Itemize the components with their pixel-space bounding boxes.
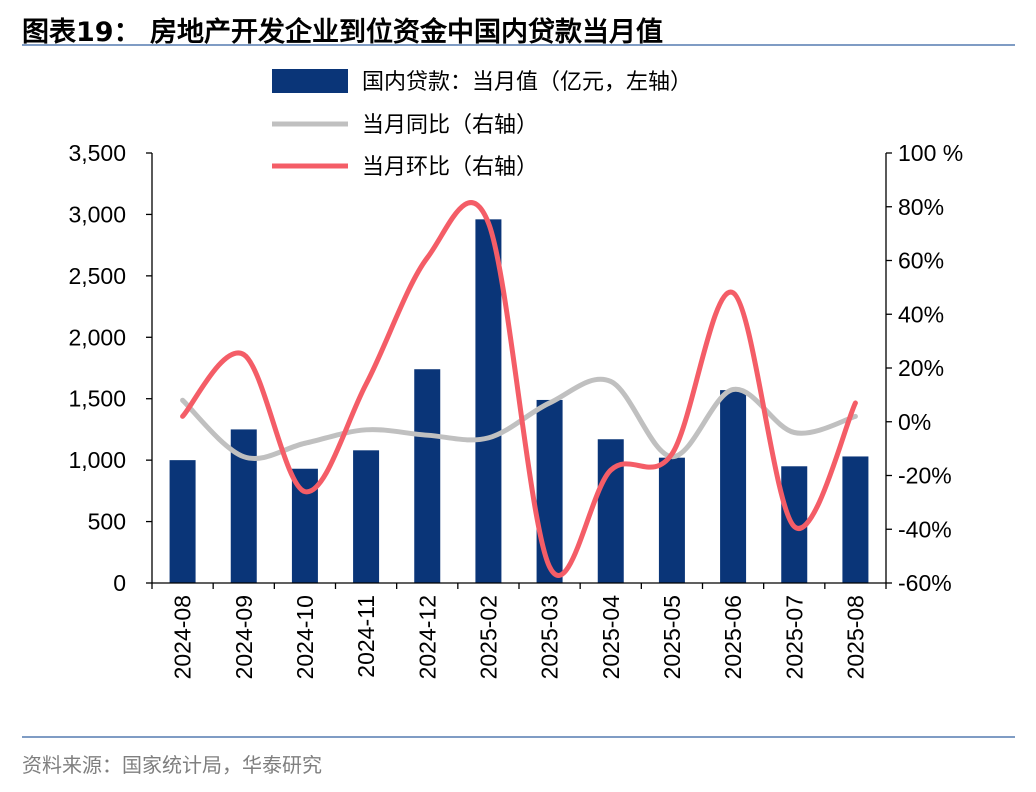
chart-title: 图表19： 房地产开发企业到位资金中国内贷款当月值 [22,17,663,48]
bar-2024-12 [414,369,441,583]
bar-2025-02 [475,219,502,584]
x-tick-label: 2025-08 [842,595,868,679]
x-tick-label: 2025-05 [659,595,685,679]
x-tick-label: 2024-08 [170,595,196,679]
right-tick-label: 80% [898,194,944,220]
legend-swatch-bar [272,69,348,93]
left-tick-label: 2,000 [68,324,126,350]
left-tick-label: 2,500 [68,263,126,289]
right-tick-label: -60% [898,570,952,596]
bar-2025-06 [720,390,747,583]
bar-2025-08 [842,456,869,583]
yoy-line [180,376,858,461]
x-tick-label: 2024-11 [353,595,379,678]
x-tick-label: 2024-10 [292,595,318,679]
left-tick-label: 3,500 [68,140,126,166]
bar-2025-05 [658,457,685,583]
x-tick-label: 2025-02 [475,595,501,679]
right-tick-label: -40% [898,516,952,542]
x-tick-label: 2025-06 [720,595,746,679]
bar-2024-11 [353,450,380,583]
line-series [180,200,858,578]
x-tick-label: 2025-04 [598,595,624,680]
footer-rule [22,736,1015,738]
right-tick-label: 0% [898,409,931,435]
right-tick-label: 40% [898,301,944,327]
left-tick-label: 500 [88,509,126,535]
x-tick-label: 2024-09 [231,595,257,679]
left-tick-label: 0 [113,570,126,596]
axes: 0 500 1,000 1,500 2,000 2,500 3,000 3,500 -60% -4… [68,140,963,679]
legend-label-2: 当月环比（右轴） [362,155,538,180]
right-tick-label: -20% [898,463,952,489]
bar-2025-03 [536,399,563,583]
legend: 国内贷款：当月值（亿元，左轴） 当月同比（右轴） 当月环比（右轴） [272,69,692,180]
right-tick-label: 60% [898,248,944,274]
x-tick-label: 2025-07 [781,595,807,679]
right-tick-label: 100 % [898,140,963,166]
legend-label-1: 当月同比（右轴） [362,113,538,138]
source-note: 资料来源：国家统计局，华泰研究 [22,753,322,777]
title-rule [22,44,1015,46]
bar-2025-04 [597,439,624,583]
right-tick-label: 20% [898,355,944,381]
x-tick-label: 2025-03 [537,595,563,679]
left-tick-label: 1,000 [68,447,126,473]
left-tick-label: 1,500 [68,386,126,412]
bar-2024-08 [169,460,196,583]
x-tick-label: 2024-12 [414,595,440,679]
mom-line [180,200,858,578]
legend-label-0: 国内贷款：当月值（亿元，左轴） [362,70,692,95]
left-tick-label: 3,000 [68,201,126,227]
